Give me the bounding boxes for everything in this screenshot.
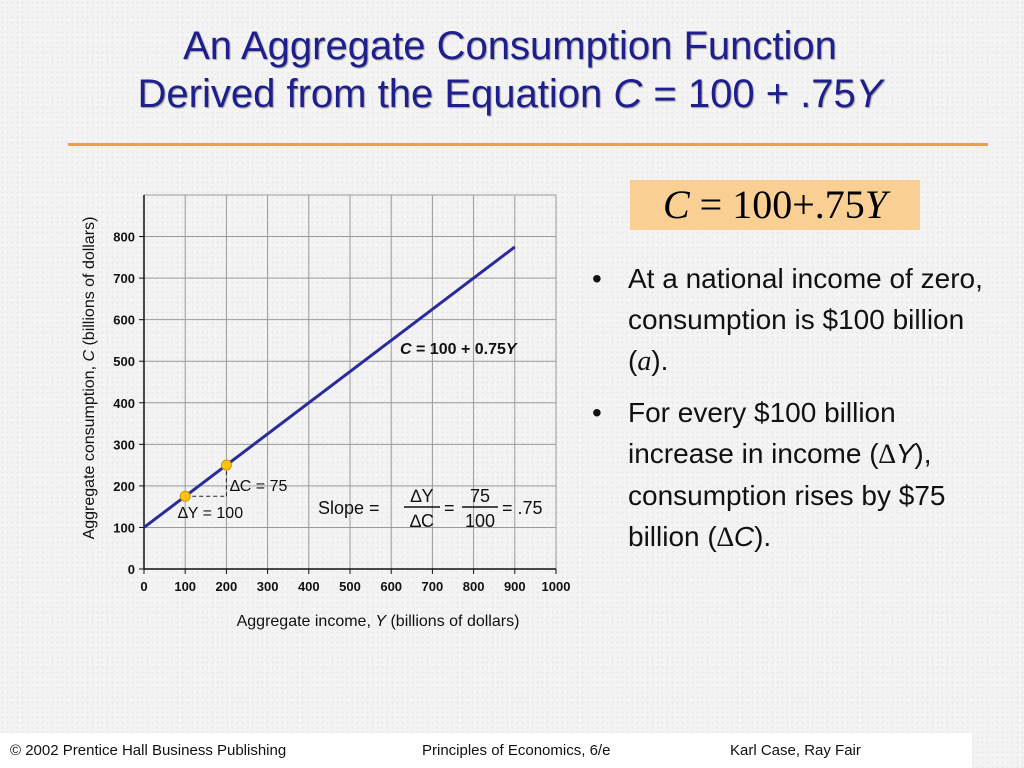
consumption-chart: 0 100 200 300 400 500 600 700 800 900 1000 0 100 200… [81,194,570,630]
bullet-2-var-y: Y [895,438,915,469]
y-tick-label: 200 [113,479,135,494]
y-axis-label: Aggregate consumption, C (billions of do… [81,217,98,540]
slope-frac2-den: 100 [465,511,495,531]
y-tick-label: 0 [128,562,135,577]
delta-c-label: ∆C = 75 [230,478,287,495]
title-divider [68,143,988,146]
slope-frac1-den: ∆C [410,511,434,531]
footer-authors: Karl Case, Ray Fair [730,742,861,759]
title-var-y: Y [855,72,883,116]
equation-mid: = 100+.75 [689,182,865,227]
chart-axes [139,195,557,574]
bullet-dot: • [592,263,602,294]
title-line-2-prefix: Derived from the Equation [137,72,614,116]
bullet-1-text-a: At a national income of zero, consumptio… [628,263,983,376]
bullet-1-text-b: ). [651,345,669,376]
title-line-1: An Aggregate Consumption Function [183,24,837,68]
footer-book: Principles of Economics, 6/e [422,742,611,759]
title-var-c: C [613,72,643,116]
bullet-list: • At a national income of zero, consumpti… [590,258,1000,568]
x-tick-label: 200 [216,579,238,594]
y-tick-labels: 0 100 200 300 400 500 600 700 800 [113,230,135,577]
slide-footer: © 2002 Prentice Hall Business Publishing… [0,733,972,768]
data-point [220,459,232,471]
bullet-2-text-b: ), consumption rises by $75 billion ( [628,438,946,552]
line-label: C = 100 + 0.75Y [400,341,518,358]
bullet-2-text-a: For every $100 billion increase in incom… [628,397,896,469]
x-tick-label: 900 [504,579,526,594]
bullet-2-delta-2: ∆ [716,522,734,553]
equation-var-y: Y [864,182,888,227]
y-tick-label: 600 [113,313,135,328]
chart-annotations: C = 100 + 0.75Y ∆C = 75 ∆Y = 100 Slope =… [178,341,543,531]
x-tick-labels: 0 100 200 300 400 500 600 700 800 900 1000 [140,579,570,594]
bullet-2-delta-1: ∆ [878,439,896,470]
y-tick-label: 300 [113,437,135,452]
equation-box: C = 100+.75Y [630,180,920,230]
title-line-2-mid: = 100 + .75 [642,72,856,116]
data-point [179,490,191,502]
x-tick-label: 800 [463,579,485,594]
bullet-1-var-a: a [637,346,652,377]
slope-eq-sign: = [444,498,455,518]
slope-result: = .75 [502,498,543,518]
delta-y-label: ∆Y = 100 [178,505,243,522]
slope-frac1-num: ∆Y [410,486,433,506]
y-tick-label: 100 [113,520,135,535]
y-tick-label: 500 [113,354,135,369]
chart-series [143,245,516,529]
y-tick-label: 800 [113,230,135,245]
bullet-2-text-c: ). [754,521,772,552]
chart-grid [144,194,557,569]
bullet-2-var-c: C [733,521,755,552]
x-tick-label: 700 [422,579,444,594]
x-tick-label: 1000 [542,579,571,594]
y-tick-label: 700 [113,271,135,286]
y-tick-label: 400 [113,396,135,411]
x-tick-label: 100 [174,579,196,594]
x-tick-label: 500 [339,579,361,594]
consumption-line [143,245,516,529]
x-tick-label: 600 [380,579,402,594]
bullet-dot: • [592,397,602,428]
slope-frac2-num: 75 [470,486,490,506]
x-tick-label: 0 [140,579,147,594]
x-axis-label: Aggregate income, Y (billions of dollars… [237,613,520,630]
x-tick-label: 400 [298,579,320,594]
title-line-2: Derived from the Equation C = 100 + .75Y [60,70,960,118]
bullet-item-1: • At a national income of zero, consumpti… [590,258,1000,382]
x-tick-label: 300 [257,579,279,594]
footer-publisher: © 2002 Prentice Hall Business Publishing [10,742,287,759]
bullet-item-2: • For every $100 billion increase in inco… [590,392,1000,558]
equation-var-c: C [662,182,690,227]
slope-label: Slope = [318,498,380,518]
slide-title: An Aggregate Consumption Function Derive… [60,22,960,118]
